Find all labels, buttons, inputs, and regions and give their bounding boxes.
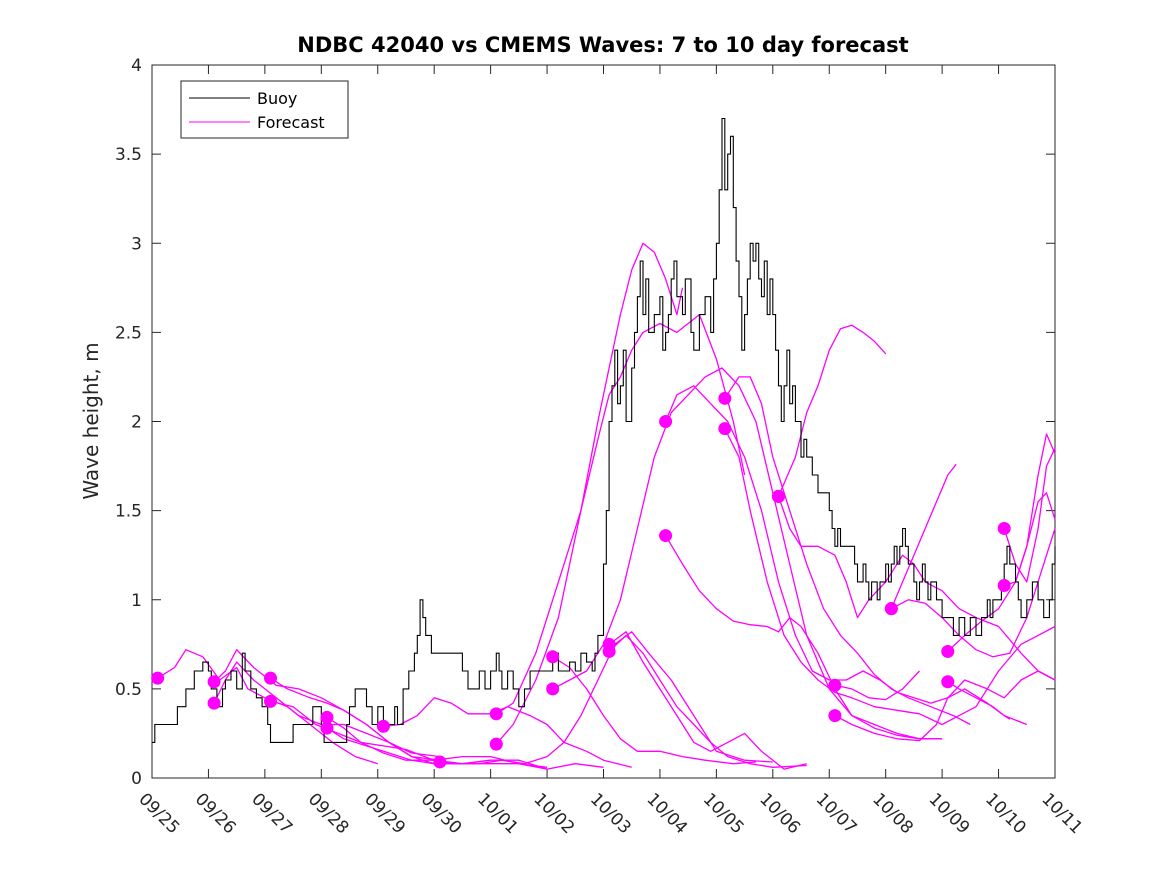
y-tick-label: 1 (131, 591, 142, 611)
forecast-series-line (1004, 433, 1056, 587)
forecast-series-line (777, 496, 1056, 681)
forecast-start-marker (376, 719, 390, 733)
forecast-start-marker (489, 737, 503, 751)
forecast-series-line (326, 716, 604, 770)
chart-title: NDBC 42040 vs CMEMS Waves: 7 to 10 day f… (297, 33, 908, 57)
forecast-series-line (495, 242, 684, 745)
forecast-series-line (665, 535, 943, 740)
forecast-start-marker (718, 422, 732, 436)
forecast-series-line (439, 631, 773, 765)
y-tick-label: 3 (131, 234, 142, 254)
forecast-start-marker (320, 721, 334, 735)
forecast-start-marker (771, 489, 785, 503)
forecast-series-line (495, 313, 746, 715)
forecast-series-line (608, 631, 807, 770)
forecast-series-line (608, 634, 807, 768)
series-layer (152, 117, 1056, 770)
forecast-start-marker (941, 675, 955, 689)
axis-ticks (151, 64, 1056, 779)
y-tick-label: 0 (131, 769, 142, 789)
legend-box (180, 80, 349, 139)
forecast-start-marker (489, 707, 503, 721)
buoy-series-line (152, 117, 1056, 743)
forecast-start-marker (997, 578, 1011, 592)
forecast-start-marker (718, 391, 732, 405)
forecast-series-line (552, 656, 756, 765)
forecast-series-line (947, 681, 1011, 720)
y-tick-label: 4 (131, 56, 142, 76)
legend-forecast-label: Forecast (257, 113, 325, 132)
forecast-start-markers (151, 391, 1011, 769)
forecast-start-marker (659, 415, 673, 428)
forecast-start-marker (320, 710, 334, 724)
y-tick-label: 0.5 (115, 680, 142, 700)
forecast-start-marker (546, 682, 560, 696)
forecast-series-line (724, 428, 1056, 726)
forecast-start-marker (602, 644, 616, 658)
legend: Buoy Forecast (180, 80, 349, 139)
y-tick-label: 3.5 (115, 145, 142, 165)
legend-buoy-label: Buoy (257, 89, 297, 108)
forecast-start-marker (264, 694, 278, 708)
forecast-start-marker (828, 678, 842, 692)
plot-area (151, 64, 1056, 779)
forecast-start-marker (941, 644, 955, 658)
forecast-series-line (834, 670, 1056, 742)
forecast-series-line (890, 463, 957, 609)
y-tick-labels: 0 0.5 1 1.5 2 2.5 3 3.5 4 (115, 56, 142, 789)
forecast-start-marker (433, 755, 447, 769)
forecast-series-line (724, 376, 971, 726)
y-axis-label: Wave height, m (79, 342, 103, 499)
forecast-series-line (552, 367, 943, 740)
forecast-start-marker (151, 671, 165, 685)
y-tick-label: 1.5 (115, 502, 142, 522)
forecast-series-line (270, 700, 548, 768)
forecast-start-marker (264, 671, 278, 685)
forecast-start-marker (884, 602, 898, 616)
forecast-series-line (1003, 447, 1056, 583)
forecast-start-marker (207, 696, 221, 710)
forecast-start-marker (997, 521, 1011, 535)
y-tick-label: 2 (131, 413, 142, 433)
forecast-start-marker (659, 529, 673, 543)
y-tick-label: 2.5 (115, 323, 142, 343)
forecast-start-marker (546, 650, 560, 664)
forecast-start-marker (207, 675, 221, 689)
forecast-start-marker (828, 709, 842, 723)
forecast-series-line (834, 670, 920, 701)
